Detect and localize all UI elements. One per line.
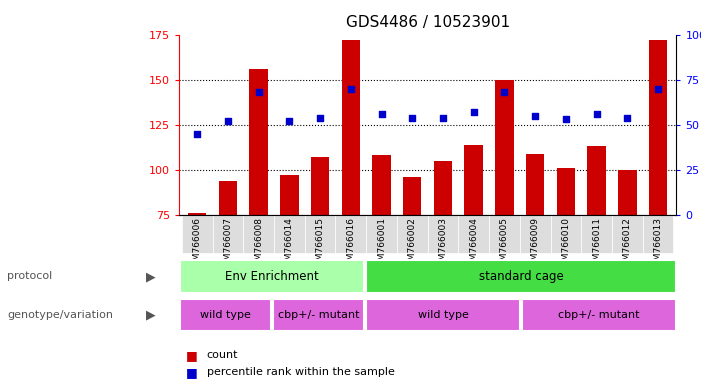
FancyBboxPatch shape xyxy=(273,299,365,331)
FancyBboxPatch shape xyxy=(519,215,550,253)
Text: GSM766012: GSM766012 xyxy=(622,217,632,272)
FancyBboxPatch shape xyxy=(612,215,643,253)
FancyBboxPatch shape xyxy=(397,215,428,253)
Text: GSM766014: GSM766014 xyxy=(285,217,294,272)
Text: genotype/variation: genotype/variation xyxy=(7,310,113,320)
Point xyxy=(622,114,633,121)
Point xyxy=(653,86,664,92)
Text: GSM766011: GSM766011 xyxy=(592,217,601,272)
Text: GDS4486 / 10523901: GDS4486 / 10523901 xyxy=(346,15,510,30)
Point xyxy=(376,111,387,117)
FancyBboxPatch shape xyxy=(274,215,305,253)
Bar xyxy=(250,69,268,215)
FancyBboxPatch shape xyxy=(428,215,458,253)
FancyBboxPatch shape xyxy=(581,215,612,253)
Text: GSM766007: GSM766007 xyxy=(224,217,233,272)
Text: GSM766009: GSM766009 xyxy=(531,217,540,272)
Text: ▶: ▶ xyxy=(146,270,156,283)
Point xyxy=(499,89,510,95)
FancyBboxPatch shape xyxy=(643,215,674,253)
Text: GSM766013: GSM766013 xyxy=(653,217,662,272)
FancyBboxPatch shape xyxy=(243,215,274,253)
FancyBboxPatch shape xyxy=(182,215,212,253)
FancyBboxPatch shape xyxy=(522,299,676,331)
Text: GSM766006: GSM766006 xyxy=(193,217,202,272)
Text: GSM766001: GSM766001 xyxy=(377,217,386,272)
Text: GSM766005: GSM766005 xyxy=(500,217,509,272)
Point xyxy=(284,118,295,124)
FancyBboxPatch shape xyxy=(367,299,520,331)
Bar xyxy=(341,40,360,215)
Bar xyxy=(557,168,575,215)
Bar xyxy=(188,213,206,215)
Bar xyxy=(434,161,452,215)
Bar xyxy=(526,154,545,215)
Point xyxy=(191,131,203,137)
Point xyxy=(253,89,264,95)
Text: GSM766003: GSM766003 xyxy=(438,217,447,272)
FancyBboxPatch shape xyxy=(550,215,581,253)
Bar xyxy=(649,40,667,215)
Text: ▶: ▶ xyxy=(146,308,156,321)
Text: GSM766015: GSM766015 xyxy=(315,217,325,272)
FancyBboxPatch shape xyxy=(336,215,366,253)
FancyBboxPatch shape xyxy=(458,215,489,253)
FancyBboxPatch shape xyxy=(179,299,271,331)
Text: ■: ■ xyxy=(186,366,198,379)
Point xyxy=(529,113,540,119)
Text: Env Enrichment: Env Enrichment xyxy=(225,270,319,283)
Point xyxy=(345,86,356,92)
Bar xyxy=(311,157,329,215)
Text: protocol: protocol xyxy=(7,271,53,281)
Bar xyxy=(618,170,637,215)
Bar xyxy=(219,181,237,215)
FancyBboxPatch shape xyxy=(489,215,519,253)
Text: count: count xyxy=(207,350,238,360)
Bar xyxy=(465,145,483,215)
FancyBboxPatch shape xyxy=(366,215,397,253)
FancyBboxPatch shape xyxy=(305,215,336,253)
Point xyxy=(437,114,449,121)
Point xyxy=(222,118,233,124)
Text: GSM766016: GSM766016 xyxy=(346,217,355,272)
Point xyxy=(468,109,479,115)
Text: cbp+/- mutant: cbp+/- mutant xyxy=(558,310,639,320)
Text: wild type: wild type xyxy=(418,310,468,320)
Bar xyxy=(403,177,421,215)
Point xyxy=(560,116,571,122)
Text: GSM766008: GSM766008 xyxy=(254,217,263,272)
Bar xyxy=(280,175,299,215)
Text: cbp+/- mutant: cbp+/- mutant xyxy=(278,310,360,320)
Text: wild type: wild type xyxy=(200,310,251,320)
Point xyxy=(591,111,602,117)
Point xyxy=(407,114,418,121)
Text: GSM766010: GSM766010 xyxy=(562,217,571,272)
Bar xyxy=(372,156,390,215)
Text: GSM766002: GSM766002 xyxy=(408,217,417,272)
Text: percentile rank within the sample: percentile rank within the sample xyxy=(207,367,395,377)
Bar xyxy=(587,146,606,215)
Bar xyxy=(495,80,514,215)
Text: standard cage: standard cage xyxy=(479,270,564,283)
Text: ■: ■ xyxy=(186,349,198,362)
FancyBboxPatch shape xyxy=(179,260,365,293)
FancyBboxPatch shape xyxy=(367,260,676,293)
Point xyxy=(315,114,326,121)
Text: GSM766004: GSM766004 xyxy=(469,217,478,272)
FancyBboxPatch shape xyxy=(212,215,243,253)
